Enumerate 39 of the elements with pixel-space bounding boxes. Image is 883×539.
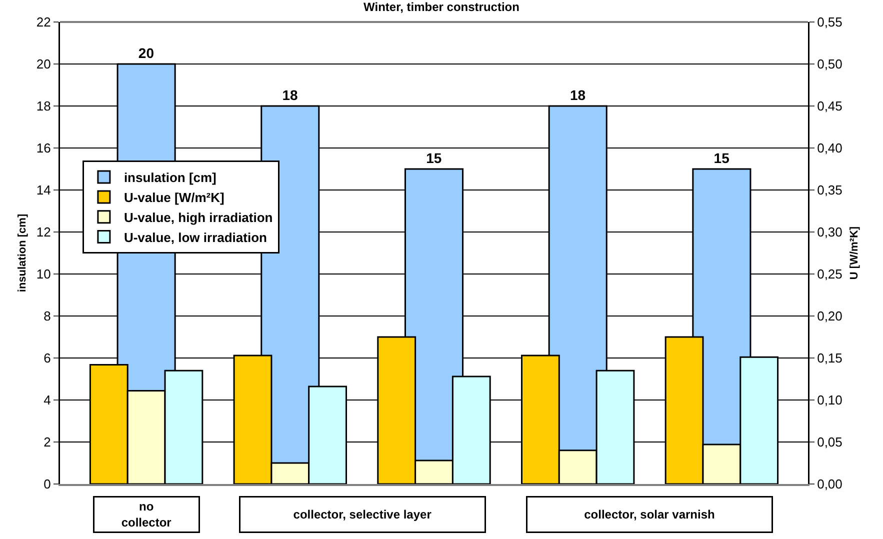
y2-axis-title: U [W/m²K] [848, 226, 860, 280]
y-tick-label: 12 [36, 224, 51, 240]
y2-tick-label: 0,15 [817, 350, 842, 366]
y2-tick-label: 0,05 [817, 434, 842, 450]
legend-label: U-value, high irradiation [124, 210, 273, 225]
data-label: 18 [570, 87, 586, 103]
y2-tick-label: 0,10 [817, 392, 842, 408]
y-tick-label: 2 [44, 434, 51, 450]
y2-tick-label: 0,25 [817, 266, 842, 282]
legend-label: insulation [cm] [124, 170, 216, 186]
y2-tick-label: 0,20 [817, 308, 842, 324]
y2-tick-label: 0,30 [817, 224, 842, 240]
y-tick-label: 18 [36, 98, 51, 114]
chart-title: Winter, timber construction [364, 0, 520, 14]
y-tick-label: 10 [36, 266, 51, 282]
y-tick-label: 8 [44, 308, 51, 324]
text: collector, solar varnish [584, 508, 715, 522]
text: collector, selective layer [293, 508, 432, 522]
legend-label: U-value, low irradiation [124, 230, 268, 245]
y2-tick-label: 0,50 [817, 56, 842, 72]
y2-tick-label: 0,00 [817, 476, 842, 492]
y-tick-label: 6 [44, 350, 51, 366]
legend-label: U-value [W/m²K] [124, 190, 224, 206]
y2-tick-label: 0,40 [817, 140, 842, 156]
text: no collector [121, 500, 172, 530]
y-tick-label: 16 [36, 140, 51, 156]
y2-tick-label: 0,45 [817, 98, 842, 114]
y-axis-title: insulation [cm] [16, 214, 28, 292]
y2-tick-label: 0,55 [817, 14, 842, 30]
y-tick-label: 14 [36, 182, 51, 198]
data-label: 18 [282, 87, 298, 103]
y-tick-label: 4 [44, 392, 51, 408]
y2-tick-label: 0,35 [817, 182, 842, 198]
y-tick-label: 20 [36, 56, 51, 72]
data-label: 20 [138, 45, 154, 61]
data-label: 15 [714, 150, 730, 166]
data-label: 15 [426, 150, 442, 166]
y-tick-label: 0 [44, 476, 51, 492]
y-tick-label: 22 [36, 14, 51, 30]
